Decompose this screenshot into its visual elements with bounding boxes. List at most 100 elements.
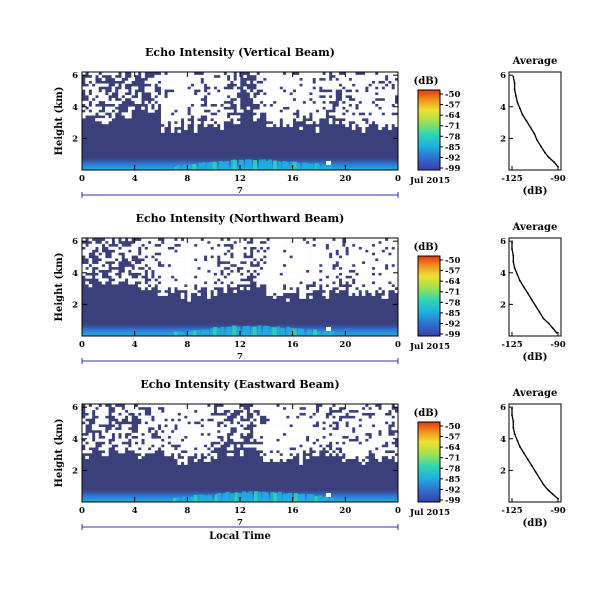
- heatmap-cell: [348, 455, 353, 460]
- heatmap-cell: [276, 246, 280, 250]
- heatmap-cell: [365, 424, 369, 428]
- heatmap-cell: [240, 275, 244, 279]
- heatmap-cell: [203, 252, 208, 256]
- heatmap-cell: [295, 284, 300, 288]
- heatmap-cell: [151, 258, 155, 262]
- heatmap-cell: [276, 269, 280, 273]
- heatmap-cell: [108, 118, 112, 122]
- heatmap-cell: [105, 118, 109, 122]
- heatmap-cell: [345, 278, 349, 282]
- heatmap-cell: [335, 74, 340, 79]
- heatmap-cell: [269, 246, 274, 250]
- average-profile-point: [557, 497, 559, 500]
- heatmap-cell: [292, 269, 297, 273]
- heatmap-cell: [256, 83, 261, 87]
- heatmap-cell: [368, 249, 372, 253]
- heatmap-cell: [394, 427, 399, 431]
- heatmap-cell: [388, 415, 392, 419]
- heatmap-cell: [82, 249, 86, 253]
- x-tick-label: 16: [287, 340, 299, 350]
- heatmap-cell: [240, 252, 244, 256]
- heatmap-cell: [91, 243, 96, 247]
- heatmap-cell: [200, 86, 205, 90]
- heatmap-cell: [276, 415, 280, 419]
- heatmap-cell: [128, 409, 132, 413]
- heatmap-cell: [263, 424, 267, 428]
- heatmap-cell: [207, 292, 211, 296]
- heatmap-cell: [358, 86, 363, 90]
- heatmap-cell: [167, 406, 172, 411]
- heatmap-cell: [276, 123, 280, 128]
- heatmap-cell: [220, 427, 224, 431]
- heatmap-cell: [213, 115, 218, 119]
- heatmap-cell: [187, 289, 191, 294]
- heatmap-cell: [282, 447, 287, 451]
- heatmap-cell: [269, 83, 274, 87]
- heatmap-cell: [223, 255, 228, 259]
- heatmap-cell: [309, 441, 313, 445]
- heatmap-cell: [332, 258, 336, 262]
- heatmap-cell: [348, 252, 353, 256]
- echo-cell: [186, 331, 191, 336]
- heatmap-cell: [266, 455, 270, 460]
- heatmap-cell: [200, 263, 205, 268]
- heatmap-cell: [141, 427, 145, 431]
- heatmap-cell: [193, 281, 198, 285]
- heatmap-cell: [384, 453, 389, 457]
- heatmap-cell: [289, 123, 293, 128]
- heatmap-cell: [174, 281, 178, 285]
- heatmap-cell: [105, 441, 109, 445]
- heatmap-cell: [282, 409, 287, 413]
- heatmap-cell: [374, 95, 379, 99]
- heatmap-cell: [384, 89, 389, 93]
- heatmap-cell: [223, 287, 228, 291]
- average-profile-point: [512, 260, 515, 263]
- heatmap-cell: [197, 287, 201, 291]
- heatmap-cell: [193, 261, 198, 265]
- heatmap-cell: [368, 109, 372, 113]
- heatmap-cell: [184, 123, 188, 128]
- heatmap-cell: [378, 453, 382, 457]
- heatmap-cell: [85, 109, 89, 113]
- heatmap-cell: [374, 418, 379, 422]
- heatmap-cell: [299, 455, 303, 460]
- heatmap-cell: [289, 121, 293, 125]
- average-x-tick-label: -125: [501, 340, 522, 350]
- x-tick-label: 0: [79, 340, 85, 350]
- heatmap-cell: [299, 409, 303, 413]
- heatmap-cell: [394, 458, 399, 462]
- heatmap-cell: [388, 453, 392, 457]
- heatmap-cell: [266, 272, 270, 276]
- heatmap-cell: [328, 269, 333, 273]
- heatmap-cell: [328, 427, 333, 431]
- heatmap-cell: [240, 249, 244, 253]
- heatmap-cell: [128, 77, 132, 81]
- heatmap-cell: [299, 109, 303, 113]
- heatmap-cell: [348, 432, 353, 436]
- heatmap-cell: [388, 103, 392, 107]
- heatmap-cell: [240, 427, 244, 431]
- heatmap-cell: [292, 421, 297, 425]
- echo-cell: [305, 163, 310, 170]
- heatmap-cell: [391, 261, 396, 265]
- heatmap-cell: [213, 258, 218, 262]
- heatmap-cell: [101, 97, 106, 102]
- heatmap-cell: [240, 243, 244, 247]
- heatmap-cell: [223, 115, 228, 119]
- heatmap-cell: [177, 435, 182, 439]
- heatmap-cell: [131, 74, 135, 79]
- heatmap-cell: [266, 275, 270, 279]
- heatmap-cell: [226, 103, 231, 107]
- heatmap-cell: [154, 406, 159, 411]
- heatmap-cell: [394, 258, 399, 262]
- heatmap-cell: [365, 458, 369, 462]
- heatmap-cell: [295, 404, 300, 408]
- heatmap-cell: [187, 435, 191, 439]
- heatmap-cell: [236, 238, 241, 242]
- heatmap-cell: [256, 255, 261, 259]
- heatmap-cell: [203, 249, 208, 253]
- heatmap-cell: [305, 263, 310, 268]
- heatmap-cell: [207, 95, 211, 99]
- heatmap-cell: [351, 418, 356, 422]
- heatmap-cell: [131, 404, 135, 408]
